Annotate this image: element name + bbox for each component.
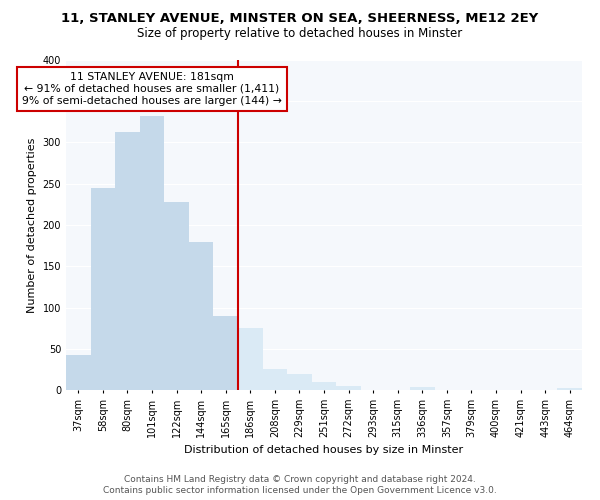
Text: Contains HM Land Registry data © Crown copyright and database right 2024.: Contains HM Land Registry data © Crown c… xyxy=(124,475,476,484)
Text: Size of property relative to detached houses in Minster: Size of property relative to detached ho… xyxy=(137,28,463,40)
Bar xyxy=(557,388,582,390)
Bar xyxy=(140,116,164,390)
Bar xyxy=(189,242,214,390)
Bar xyxy=(238,328,263,390)
Text: 11, STANLEY AVENUE, MINSTER ON SEA, SHEERNESS, ME12 2EY: 11, STANLEY AVENUE, MINSTER ON SEA, SHEE… xyxy=(61,12,539,26)
Bar xyxy=(312,382,336,390)
Bar xyxy=(287,374,312,390)
X-axis label: Distribution of detached houses by size in Minster: Distribution of detached houses by size … xyxy=(184,446,464,456)
Bar xyxy=(263,370,287,390)
Bar xyxy=(91,188,115,390)
Y-axis label: Number of detached properties: Number of detached properties xyxy=(27,138,37,312)
Bar xyxy=(66,354,91,390)
Text: 11 STANLEY AVENUE: 181sqm
← 91% of detached houses are smaller (1,411)
9% of sem: 11 STANLEY AVENUE: 181sqm ← 91% of detac… xyxy=(22,72,282,106)
Bar xyxy=(336,386,361,390)
Text: Contains public sector information licensed under the Open Government Licence v3: Contains public sector information licen… xyxy=(103,486,497,495)
Bar xyxy=(214,316,238,390)
Bar xyxy=(164,202,189,390)
Bar xyxy=(115,132,140,390)
Bar xyxy=(410,386,434,390)
